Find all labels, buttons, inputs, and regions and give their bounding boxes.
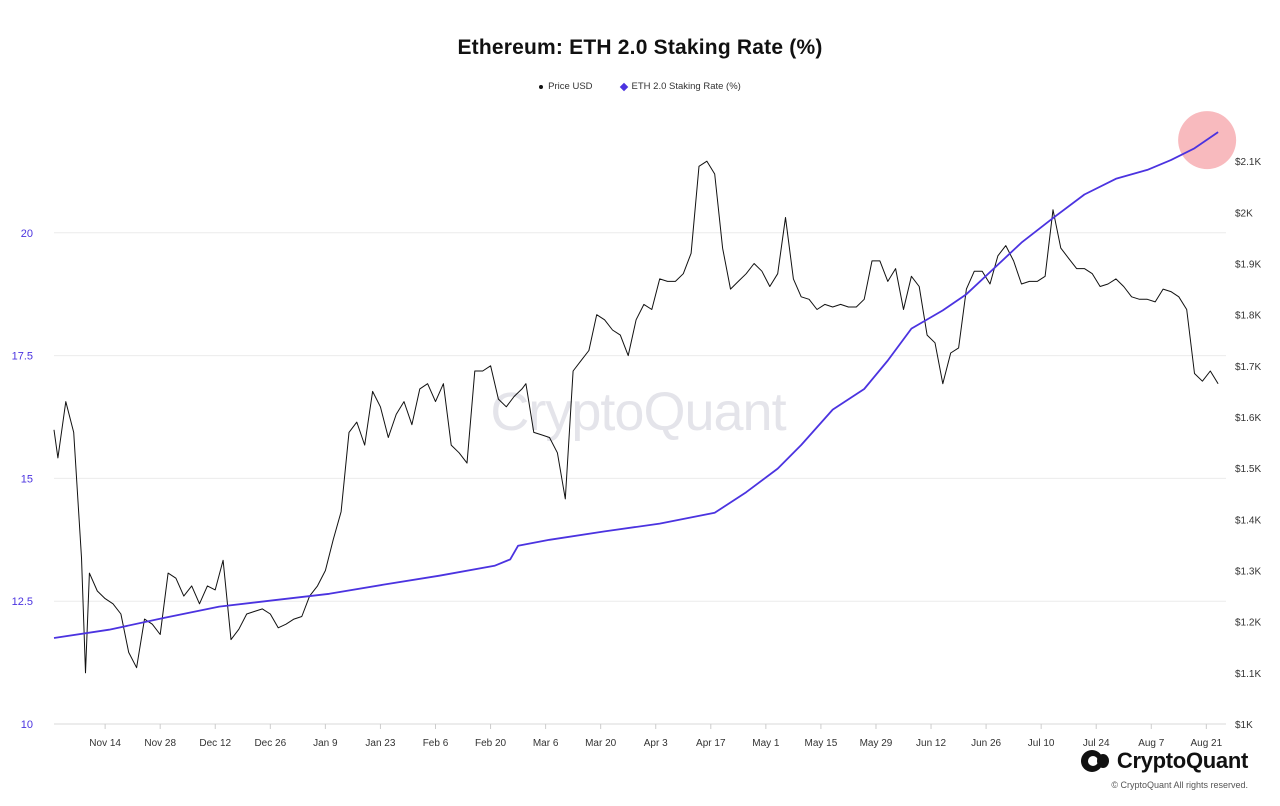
series-layer xyxy=(53,111,1237,674)
x-axis-tick-label: Nov 14 xyxy=(89,738,121,749)
right-axis-tick-label: $1.4K xyxy=(1235,515,1261,526)
grid-lines xyxy=(54,232,1226,725)
x-axis-tick-label: Nov 28 xyxy=(144,738,176,749)
left-axis: 10 12.5 15 17.5 20 xyxy=(12,228,33,731)
x-axis-tick-label: Jul 10 xyxy=(1028,738,1055,749)
brand-logo: CryptoQuant xyxy=(1080,748,1248,774)
copyright-text: © CryptoQuant All rights reserved. xyxy=(1111,780,1248,790)
cryptoquant-logo-icon xyxy=(1080,749,1111,773)
circle-marker-icon xyxy=(539,84,544,89)
price-usd-line xyxy=(53,160,1219,674)
right-axis-tick-label: $1.5K xyxy=(1235,464,1261,475)
watermark: CryptoQuant xyxy=(490,382,786,442)
left-axis-tick-label: 10 xyxy=(21,719,33,731)
x-axis-tick-label: May 29 xyxy=(860,738,893,749)
x-axis-tick-label: Mar 20 xyxy=(585,738,617,749)
right-axis-tick-label: $1.8K xyxy=(1235,311,1261,322)
right-axis-tick-label: $1.1K xyxy=(1235,669,1261,680)
x-axis-tick-label: Apr 17 xyxy=(696,738,726,749)
legend-item-staking[interactable]: ETH 2.0 Staking Rate (%) xyxy=(619,81,741,92)
right-axis-tick-label: $1.7K xyxy=(1235,362,1261,373)
right-axis-tick-label: $1.9K xyxy=(1235,260,1261,271)
legend-label-price: Price USD xyxy=(548,81,593,92)
right-axis-tick-label: $2K xyxy=(1235,208,1253,219)
x-axis-tick-label: Jan 23 xyxy=(365,738,395,749)
x-axis-tick-label: Dec 26 xyxy=(254,738,286,749)
x-axis-tick-label: Feb 20 xyxy=(475,738,507,749)
left-axis-tick-label: 17.5 xyxy=(12,351,33,363)
chart-title: Ethereum: ETH 2.0 Staking Rate (%) xyxy=(457,36,823,59)
legend-item-price[interactable]: Price USD xyxy=(539,81,593,92)
staking-rate-line xyxy=(53,131,1219,639)
x-axis-tick-label: Jul 24 xyxy=(1083,738,1110,749)
legend-label-staking: ETH 2.0 Staking Rate (%) xyxy=(631,81,741,92)
brand-name: CryptoQuant xyxy=(1116,748,1248,773)
x-axis-tick-label: Mar 6 xyxy=(533,738,559,749)
chart-legend: Price USD ETH 2.0 Staking Rate (%) xyxy=(0,81,1280,92)
x-axis-tick-label: May 1 xyxy=(752,738,780,749)
right-axis-tick-label: $1K xyxy=(1235,720,1253,731)
right-axis-tick-label: $2.1K xyxy=(1235,157,1261,168)
x-axis-tick-label: Aug 7 xyxy=(1138,738,1165,749)
x-axis-tick-label: Jun 12 xyxy=(916,738,946,749)
left-axis-tick-label: 12.5 xyxy=(12,596,33,608)
right-axis-tick-label: $1.3K xyxy=(1235,567,1261,578)
left-axis-tick-label: 15 xyxy=(21,473,33,485)
x-axis-tick-label: Apr 3 xyxy=(644,738,668,749)
left-axis-tick-label: 20 xyxy=(21,228,33,240)
right-axis-tick-label: $1.2K xyxy=(1235,618,1261,629)
x-axis-tick-label: Jun 26 xyxy=(971,738,1001,749)
right-axis: $1K $1.1K $1.2K $1.3K $1.4K $1.5K $1.6K $1.7K $1… xyxy=(1235,157,1261,731)
x-axis: Nov 14 Nov 28 Dec 12 Dec 26 Jan 9 Jan 23 Feb 6… xyxy=(54,723,1226,749)
x-axis-tick-label: Aug 21 xyxy=(1190,738,1222,749)
x-axis-tick-label: May 15 xyxy=(805,738,838,749)
right-axis-tick-label: $1.6K xyxy=(1235,413,1261,424)
x-axis-tick-label: Jan 9 xyxy=(313,738,338,749)
x-axis-tick-label: Dec 12 xyxy=(199,738,231,749)
x-axis-tick-label: Feb 6 xyxy=(423,738,449,749)
